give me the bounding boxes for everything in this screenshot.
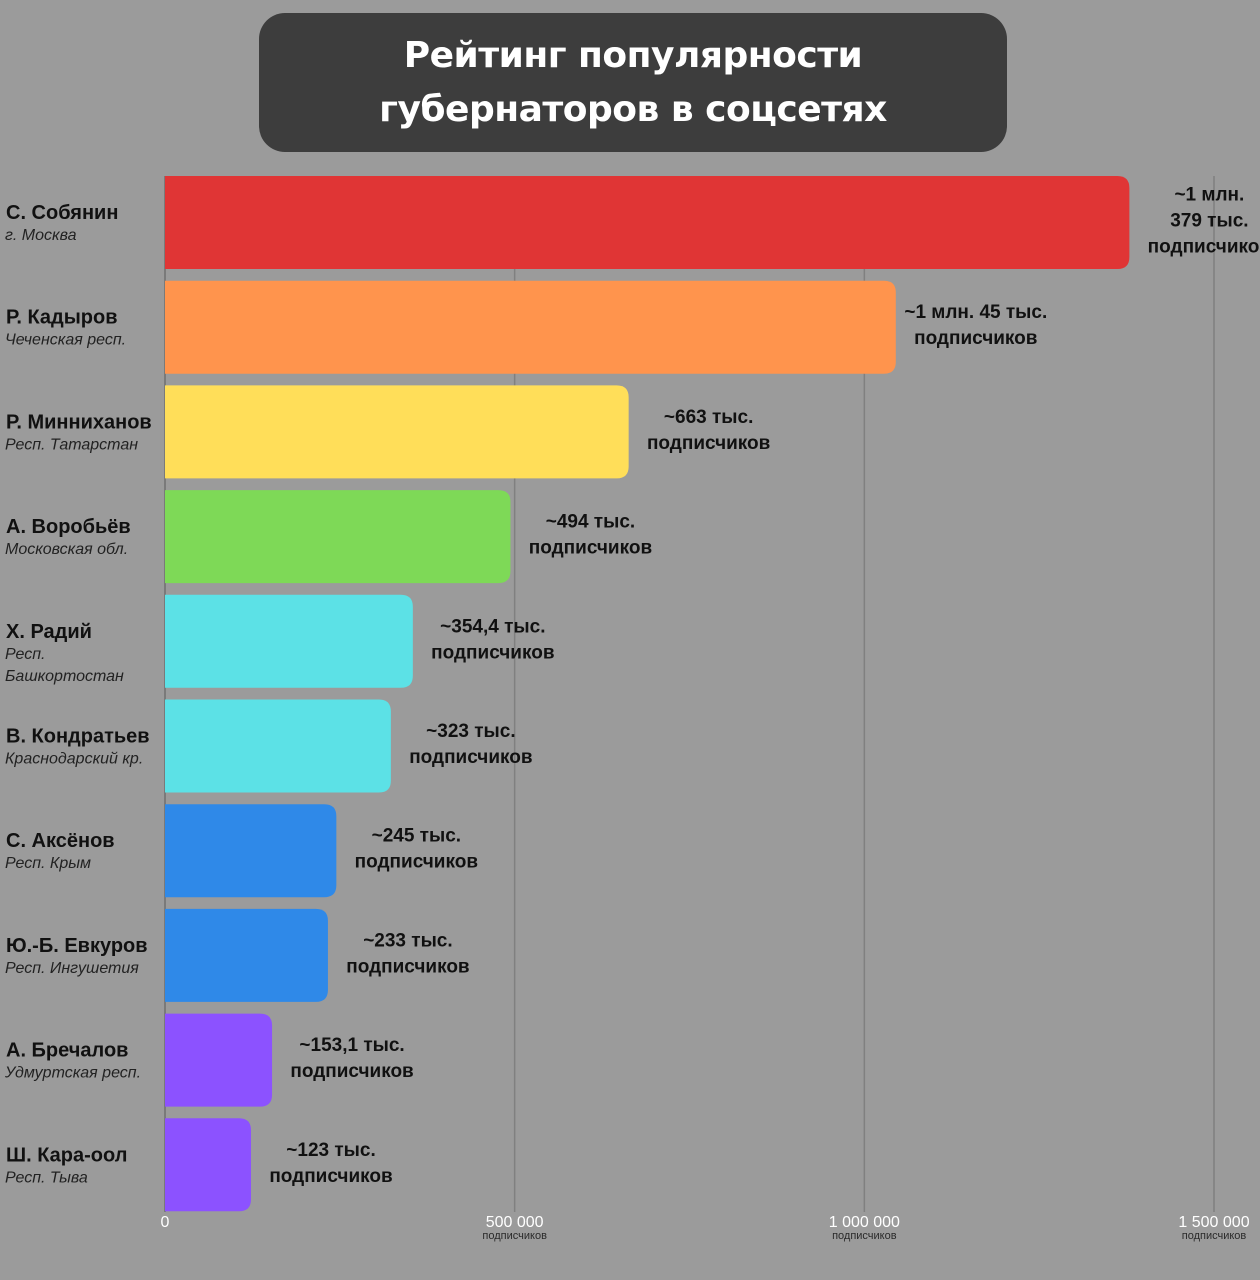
bar-value-line: 379 тыс. bbox=[1170, 211, 1248, 232]
bar-value-line: подписчиков bbox=[346, 956, 469, 977]
chart-title-box: Рейтинг популярности губернаторов в соцс… bbox=[259, 13, 1007, 152]
x-tick-label-2: 1 000 000 bbox=[829, 1214, 900, 1231]
bar-name-label-6: В. Кондратьев bbox=[6, 726, 150, 748]
bar-region-label-9: Удмуртская респ. bbox=[4, 1065, 141, 1082]
bar-value-line: ~245 тыс. bbox=[372, 826, 461, 847]
bar-region-line: Респ. Ингушетия bbox=[5, 960, 139, 977]
bar-value-line: подписчиков bbox=[1148, 237, 1260, 258]
bar-name-label-7: С. Аксёнов bbox=[6, 830, 115, 852]
bar-value-label-7: ~245 тыс. подписчиков bbox=[355, 826, 478, 873]
bar-value-label-1: ~1 млн. 379 тыс. подписчиков bbox=[1148, 185, 1260, 258]
bar-region-label-4: Московская обл. bbox=[5, 541, 128, 558]
bar-value-label-2: ~1 млн. 45 тыс. подписчиков bbox=[904, 302, 1047, 349]
bar-name-label-1: С. Собянин bbox=[6, 202, 118, 224]
bar-1 bbox=[165, 176, 1130, 269]
bar-value-label-8: ~233 тыс. подписчиков bbox=[346, 930, 469, 977]
bar-region-label-6: Краснодарский кр. bbox=[5, 751, 143, 768]
bar-name-label-2: Р. Кадыров bbox=[6, 307, 118, 329]
bar-value-label-6: ~323 тыс. подписчиков bbox=[409, 721, 532, 768]
bar-value-line: ~1 млн. bbox=[1174, 185, 1244, 206]
bar-name-label-9: А. Бречалов bbox=[6, 1040, 128, 1062]
bar-region-label-2: Чеченская респ. bbox=[5, 332, 126, 349]
chart-title: Рейтинг популярности губернаторов в соцс… bbox=[379, 34, 887, 130]
bar-name-label-3: Р. Минниханов bbox=[6, 411, 152, 433]
bar-region-label-5: Респ. Башкортостан bbox=[5, 646, 124, 685]
bar-name-label-5: Х. Радий bbox=[6, 621, 92, 643]
bar-name-label-8: Ю.-Б. Евкуров bbox=[6, 935, 148, 957]
x-tick-label-0: 0 bbox=[161, 1214, 170, 1231]
bar-value-line: подписчиков bbox=[914, 328, 1037, 349]
bars bbox=[165, 176, 1130, 1212]
x-tick-unit-3: подписчиков bbox=[1182, 1230, 1247, 1242]
bar-value-label-10: ~123 тыс. подписчиков bbox=[269, 1140, 392, 1187]
bar-name-label-4: А. Воробьёв bbox=[6, 516, 131, 538]
x-tick-label-3: 1 500 000 bbox=[1178, 1214, 1249, 1231]
bar-value-line: ~494 тыс. bbox=[546, 512, 635, 533]
bar-region-line: Респ. Тыва bbox=[5, 1169, 88, 1186]
bar-region-label-8: Респ. Ингушетия bbox=[5, 960, 139, 977]
bar-region-line: Чеченская респ. bbox=[5, 332, 126, 349]
bar-3 bbox=[165, 385, 629, 479]
bar-value-label-9: ~153,1 тыс. подписчиков bbox=[290, 1035, 413, 1082]
bar-value-line: ~233 тыс. bbox=[363, 930, 452, 951]
bar-region-label-1: г. Москва bbox=[5, 227, 77, 244]
bar-value-line: ~354,4 тыс. bbox=[440, 616, 545, 637]
x-tick-label-1: 500 000 bbox=[486, 1214, 544, 1231]
bar-region-line: Удмуртская респ. bbox=[4, 1065, 141, 1082]
bar-value-line: подписчиков bbox=[529, 538, 652, 559]
bar-value-line: подписчиков bbox=[431, 642, 554, 663]
bar-5 bbox=[165, 594, 413, 688]
bar-value-line: подписчиков bbox=[290, 1061, 413, 1082]
bar-2 bbox=[165, 280, 896, 374]
bar-value-line: подписчиков bbox=[409, 747, 532, 768]
bar-region-line: Респ. Татарстан bbox=[5, 436, 138, 453]
bar-8 bbox=[165, 908, 328, 1002]
bar-region-line: Московская обл. bbox=[5, 541, 128, 558]
bar-region-line: г. Москва bbox=[5, 227, 77, 244]
bar-value-label-3: ~663 тыс. подписчиков bbox=[647, 407, 770, 454]
bar-6 bbox=[165, 699, 391, 793]
bar-value-line: ~153,1 тыс. bbox=[299, 1035, 404, 1056]
bar-7 bbox=[165, 804, 337, 898]
bar-name-label-10: Ш. Кара-оол bbox=[6, 1144, 127, 1166]
bar-value-line: подписчиков bbox=[647, 433, 770, 454]
x-tick-unit-2: подписчиков bbox=[832, 1230, 897, 1242]
bar-value-line: ~323 тыс. bbox=[426, 721, 515, 742]
bar-value-label-4: ~494 тыс. подписчиков bbox=[529, 512, 652, 559]
bar-value-line: ~123 тыс. bbox=[286, 1140, 375, 1161]
bar-value-line: ~663 тыс. bbox=[664, 407, 753, 428]
bar-value-line: подписчиков bbox=[355, 852, 478, 873]
bar-4 bbox=[165, 490, 511, 584]
bar-region-label-3: Респ. Татарстан bbox=[5, 436, 138, 453]
bar-region-line: Башкортостан bbox=[5, 668, 124, 685]
bar-region-line: Респ. Крым bbox=[5, 855, 91, 872]
bar-region-line: Краснодарский кр. bbox=[5, 751, 143, 768]
bar-value-line: ~1 млн. 45 тыс. bbox=[904, 302, 1047, 323]
bar-value-line: подписчиков bbox=[269, 1166, 392, 1187]
bar-region-label-10: Респ. Тыва bbox=[5, 1169, 88, 1186]
bar-10 bbox=[165, 1118, 252, 1212]
bar-region-label-7: Респ. Крым bbox=[5, 855, 91, 872]
bar-9 bbox=[165, 1013, 273, 1107]
bar-value-label-5: ~354,4 тыс. подписчиков bbox=[431, 616, 554, 663]
bar-region-line: Респ. bbox=[5, 646, 45, 663]
x-tick-unit-1: подписчиков bbox=[482, 1230, 547, 1242]
